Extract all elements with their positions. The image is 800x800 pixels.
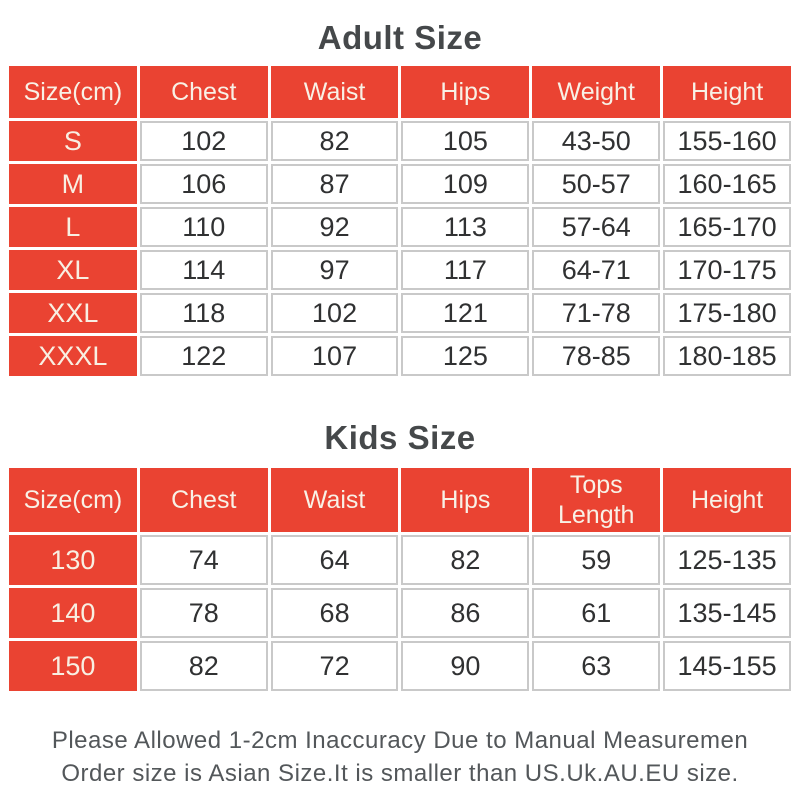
kids-table-header: Size(cm) Chest Waist Hips Tops Length He… [9,468,791,532]
header-cell-height: Height [663,468,791,532]
table-row: M 106 87 109 50-57 160-165 [9,164,791,204]
cell-chest: 106 [139,164,268,204]
cell-height: 155-160 [663,121,791,161]
table-row: 140 78 68 86 61 135-145 [9,588,791,638]
cell-chest: 102 [139,121,268,161]
table-header-row: Size(cm) Chest Waist Hips Weight Height [9,66,791,118]
cell-chest: 122 [139,336,268,376]
table-row: 150 82 72 90 63 145-155 [9,641,791,691]
row-label-xxl: XXL [9,293,137,333]
table-row: XXL 118 102 121 71-78 175-180 [9,293,791,333]
cell-chest: 74 [139,535,268,585]
cell-chest: 110 [139,207,268,247]
table-row: S 102 82 105 43-50 155-160 [9,121,791,161]
cell-waist: 97 [270,250,399,290]
table-row: XL 114 97 117 64-71 170-175 [9,250,791,290]
cell-tops-length: 59 [532,535,661,585]
cell-waist: 82 [270,121,399,161]
disclaimer-line-2: Order size is Asian Size.It is smaller t… [61,760,739,787]
cell-tops-length: 63 [532,641,661,691]
table-row: 130 74 64 82 59 125-135 [9,535,791,585]
cell-weight: 50-57 [532,164,661,204]
table-header-row: Size(cm) Chest Waist Hips Tops Length He… [9,468,791,532]
row-label-xl: XL [9,250,137,290]
table-row: XXXL 122 107 125 78-85 180-185 [9,336,791,376]
cell-hips: 113 [401,207,530,247]
row-label-150: 150 [9,641,137,691]
header-cell-chest: Chest [139,468,268,532]
row-label-140: 140 [9,588,137,638]
cell-chest: 82 [139,641,268,691]
cell-waist: 64 [270,535,399,585]
cell-weight: 43-50 [532,121,661,161]
cell-waist: 102 [270,293,399,333]
cell-height: 180-185 [663,336,791,376]
cell-weight: 57-64 [532,207,661,247]
row-label-s: S [9,121,137,161]
cell-hips: 109 [401,164,530,204]
cell-hips: 125 [401,336,530,376]
cell-height: 175-180 [663,293,791,333]
header-cell-size: Size(cm) [9,468,137,532]
cell-height: 170-175 [663,250,791,290]
cell-hips: 117 [401,250,530,290]
row-label-130: 130 [9,535,137,585]
cell-waist: 107 [270,336,399,376]
cell-height: 160-165 [663,164,791,204]
header-cell-height: Height [663,66,791,118]
adult-size-table: Size(cm) Chest Waist Hips Weight Height … [6,63,794,379]
cell-waist: 92 [270,207,399,247]
measurement-disclaimer: Please Allowed 1-2cm Inaccuracy Due to M… [0,724,800,790]
table-row: L 110 92 113 57-64 165-170 [9,207,791,247]
header-cell-chest: Chest [139,66,268,118]
disclaimer-line-1: Please Allowed 1-2cm Inaccuracy Due to M… [51,727,749,754]
cell-height: 125-135 [663,535,791,585]
adult-table-header: Size(cm) Chest Waist Hips Weight Height [9,66,791,118]
header-cell-hips: Hips [401,66,530,118]
header-cell-waist: Waist [270,468,399,532]
cell-waist: 87 [270,164,399,204]
cell-weight: 78-85 [532,336,661,376]
row-label-xxxl: XXXL [9,336,137,376]
cell-weight: 64-71 [532,250,661,290]
cell-waist: 72 [270,641,399,691]
cell-hips: 90 [401,641,530,691]
header-cell-size: Size(cm) [9,66,137,118]
cell-tops-length: 61 [532,588,661,638]
kids-size-title: Kids Size [324,419,476,456]
cell-height: 135-145 [663,588,791,638]
cell-weight: 71-78 [532,293,661,333]
cell-chest: 114 [139,250,268,290]
header-cell-waist: Waist [270,66,399,118]
cell-height: 165-170 [663,207,791,247]
cell-hips: 82 [401,535,530,585]
row-label-m: M [9,164,137,204]
cell-hips: 105 [401,121,530,161]
cell-height: 145-155 [663,641,791,691]
cell-chest: 118 [139,293,268,333]
adult-size-title: Adult Size [317,19,483,56]
cell-hips: 86 [401,588,530,638]
kids-size-table: Size(cm) Chest Waist Hips Tops Length He… [6,465,794,694]
header-cell-weight: Weight [532,66,661,118]
cell-hips: 121 [401,293,530,333]
row-label-l: L [9,207,137,247]
header-cell-tops-length: Tops Length [532,468,661,532]
header-cell-hips: Hips [401,468,530,532]
cell-chest: 78 [139,588,268,638]
cell-waist: 68 [270,588,399,638]
